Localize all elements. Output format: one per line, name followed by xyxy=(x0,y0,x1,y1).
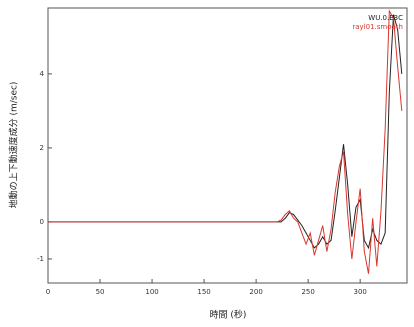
data-line xyxy=(48,9,403,274)
y-tick-label: -1 xyxy=(37,255,44,263)
legend-label: rayl01.smooth xyxy=(352,23,403,31)
plot-frame xyxy=(47,7,408,284)
x-tick-label: 300 xyxy=(353,288,366,296)
x-axis-title: 時間 (秒) xyxy=(210,309,247,321)
x-tick-label: 200 xyxy=(249,288,262,296)
x-tick-label: 250 xyxy=(301,288,314,296)
y-tick-label: 2 xyxy=(40,144,44,152)
x-tick-label: 0 xyxy=(46,288,50,296)
x-tick-label: 150 xyxy=(197,288,210,296)
data-line xyxy=(48,14,403,250)
y-axis-title: 地動の上下動速度成分 (m/sec) xyxy=(8,82,20,209)
x-tick-label: 50 xyxy=(96,288,105,296)
legend-label: WU.0.E3C xyxy=(368,14,403,22)
y-tick-label: 4 xyxy=(40,70,45,78)
y-tick-label: 0 xyxy=(40,218,44,226)
x-tick-label: 100 xyxy=(145,288,158,296)
